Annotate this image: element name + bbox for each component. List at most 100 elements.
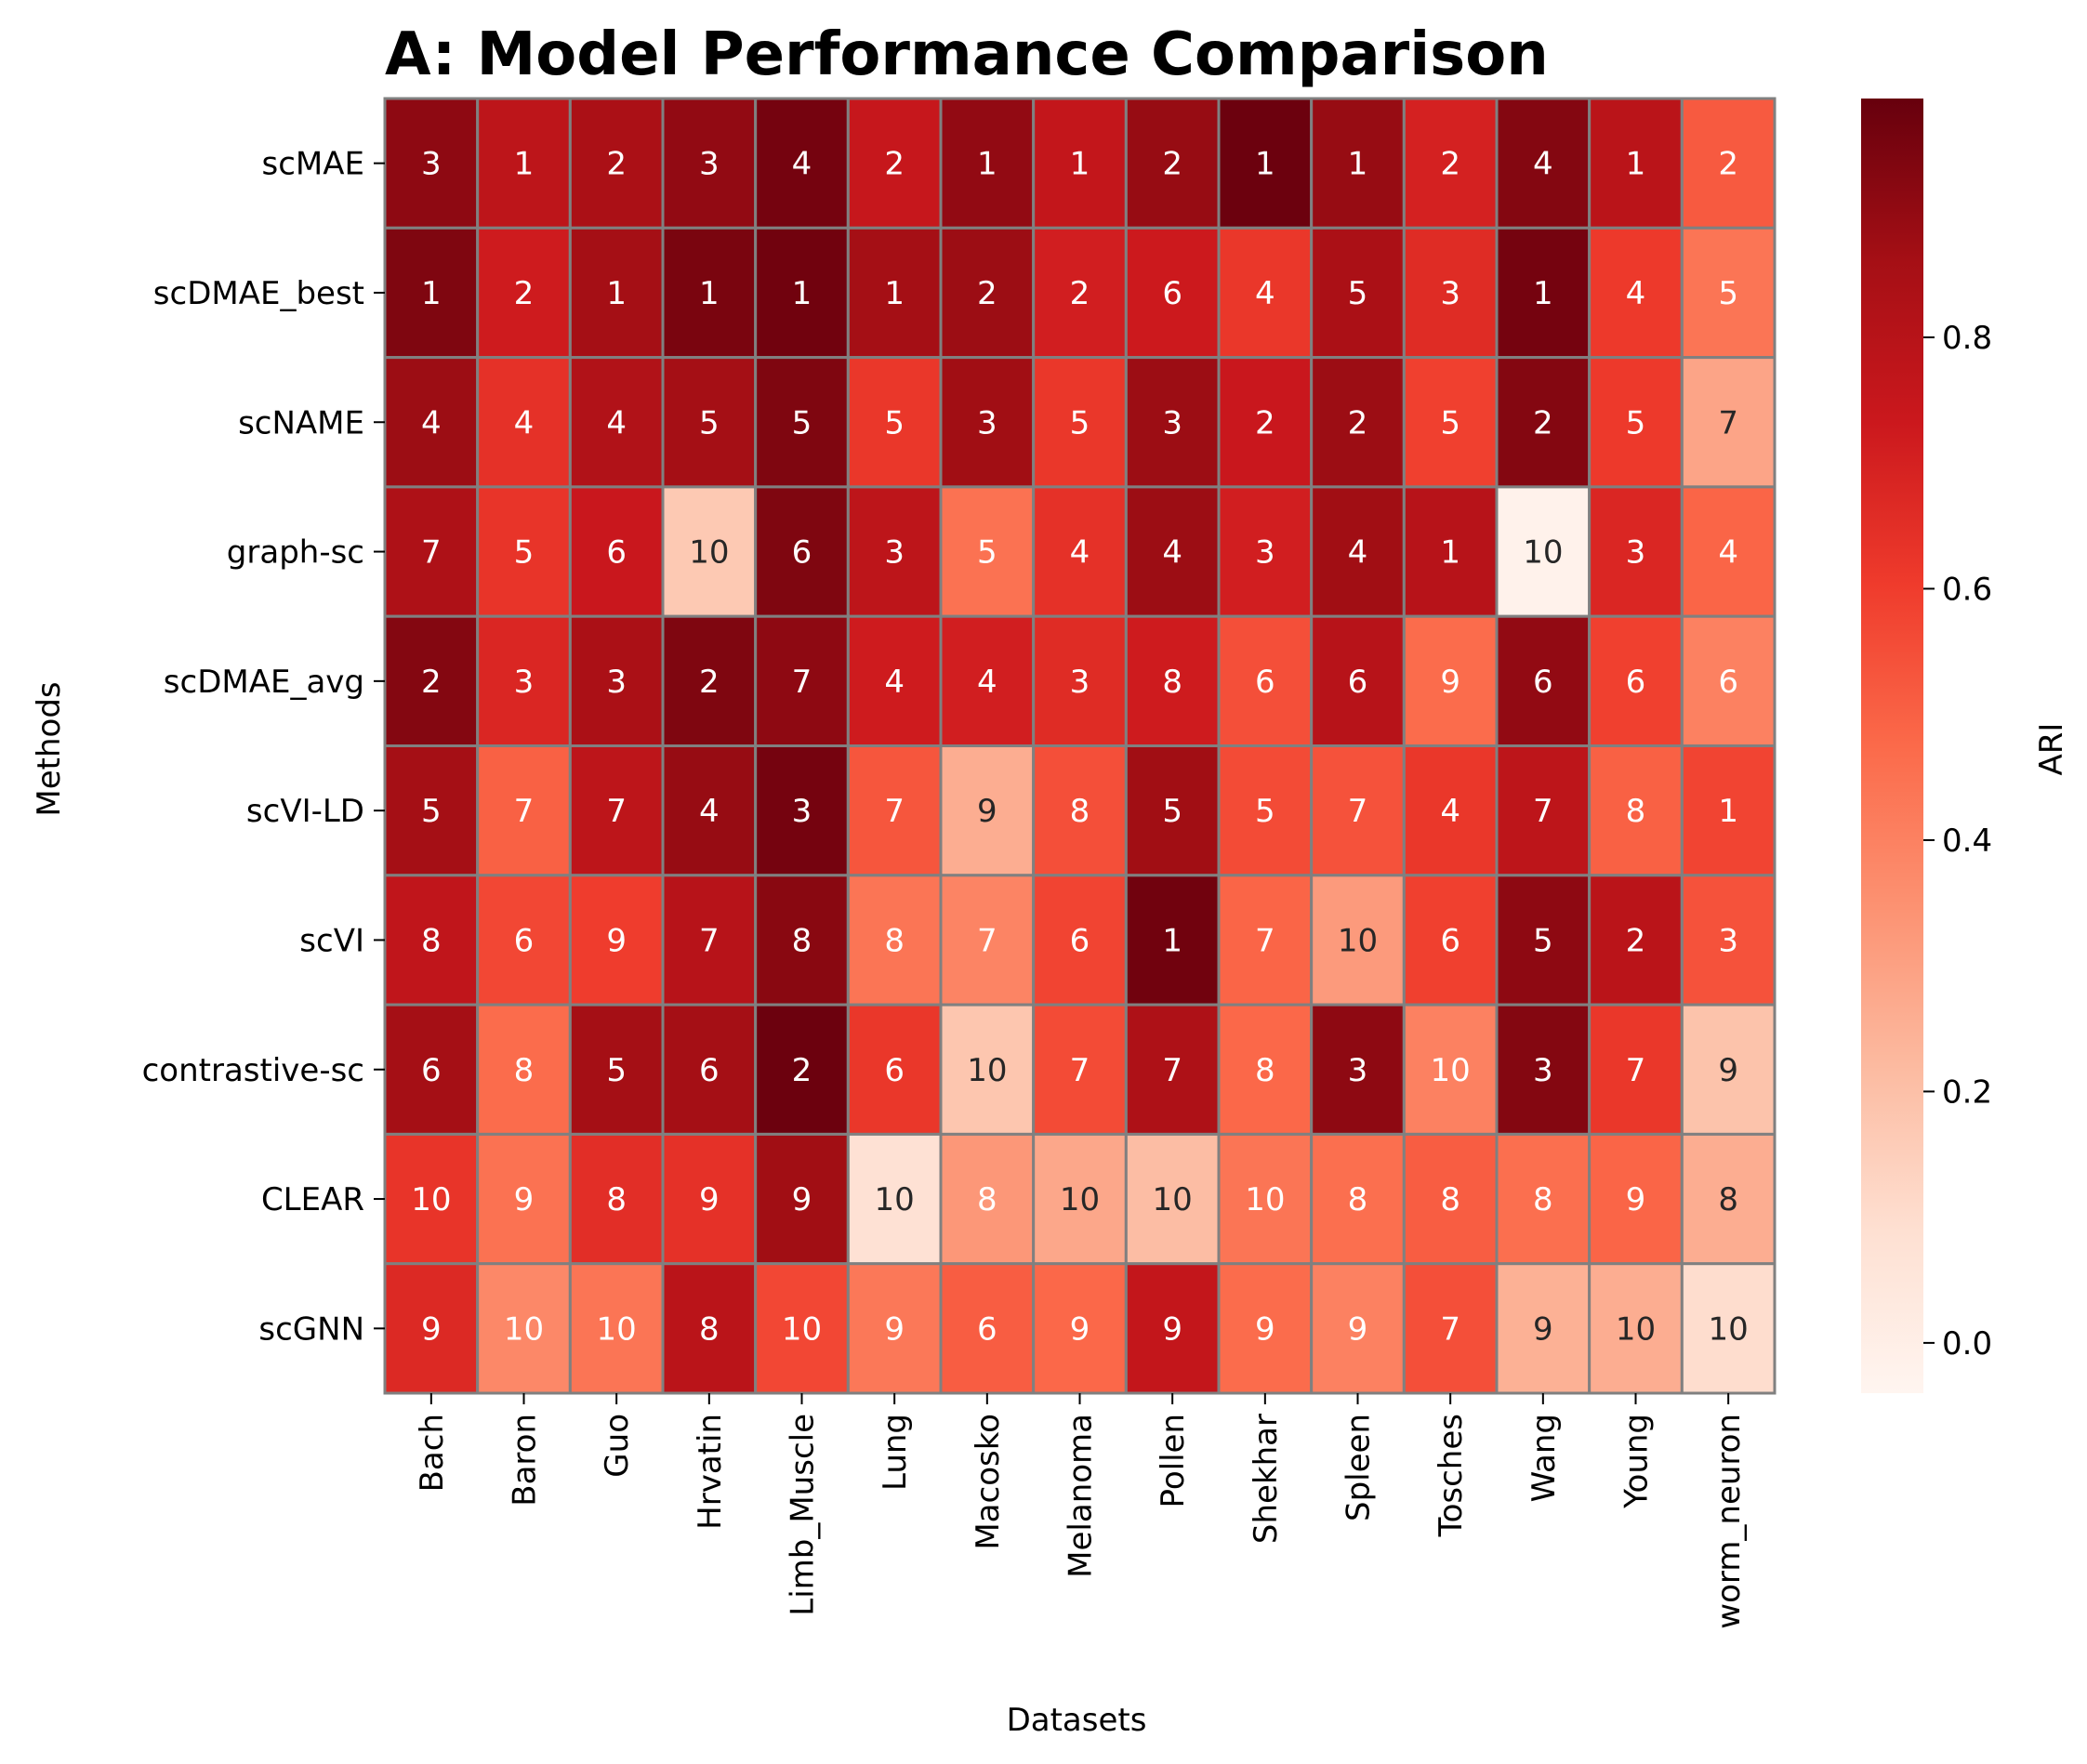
heatmap-cells: [383, 97, 1777, 1395]
cell-rank-label: 3: [1718, 922, 1738, 959]
y-axis-label: Methods: [31, 681, 68, 816]
y-tick-label: CLEAR: [261, 1181, 364, 1218]
x-tick-label: Baron: [507, 1414, 544, 1507]
cell-rank-label: 2: [1348, 404, 1368, 441]
cell-rank-label: 2: [1533, 404, 1553, 441]
cell-rank-label: 9: [1533, 1310, 1553, 1348]
heatmap-cell: [1032, 614, 1128, 748]
cell-rank-label: 3: [1070, 664, 1090, 701]
cell-rank-label: 1: [421, 275, 442, 312]
cell-rank-label: 3: [1626, 534, 1646, 572]
heatmap-cell: [661, 614, 758, 748]
heatmap-cell: [1217, 614, 1314, 748]
cell-rank-label: 9: [1626, 1181, 1646, 1218]
heatmap-cell: [1588, 485, 1684, 618]
y-tick-label: scDMAE_best: [153, 275, 364, 312]
cell-rank-label: 4: [1440, 793, 1460, 830]
heatmap-cell: [754, 1003, 850, 1136]
cell-rank-label: 1: [514, 146, 535, 183]
heatmap-cell: [1495, 1262, 1592, 1395]
cell-rank-label: 6: [606, 534, 627, 572]
cell-rank-label: 1: [1440, 534, 1460, 572]
heatmap-cell: [1495, 226, 1592, 360]
heatmap-cell: [1032, 97, 1128, 230]
heatmap-cell: [1217, 97, 1314, 230]
cell-rank-label: 7: [1533, 793, 1553, 830]
heatmap-cell: [754, 874, 850, 1007]
heatmap-cell: [1124, 1132, 1221, 1266]
cell-rank-label: 10: [1616, 1310, 1656, 1348]
heatmap-cell: [939, 1132, 1036, 1266]
cell-rank-label: 8: [606, 1181, 627, 1218]
cell-rank-label: 8: [1070, 793, 1090, 830]
heatmap-cell: [846, 874, 943, 1007]
cell-rank-label: 4: [884, 664, 905, 701]
cell-rank-label: 8: [1626, 793, 1646, 830]
cell-rank-label: 5: [1440, 404, 1460, 441]
heatmap-cell: [1310, 1132, 1406, 1266]
cell-rank-label: 10: [1153, 1181, 1193, 1218]
cell-rank-label: 2: [1718, 146, 1738, 183]
cell-rank-label: 4: [977, 664, 997, 701]
cell-rank-label: 2: [1255, 404, 1275, 441]
heatmap-cell: [1124, 874, 1221, 1007]
cell-rank-label: 1: [1626, 146, 1646, 183]
cell-rank-label: 1: [606, 275, 627, 312]
cell-rank-label: 5: [1626, 404, 1646, 441]
heatmap-cell: [661, 485, 758, 618]
cell-rank-label: 9: [1070, 1310, 1090, 1348]
heatmap-cell: [1402, 356, 1499, 489]
heatmap-cell: [1217, 1003, 1314, 1136]
heatmap-cell: [383, 744, 480, 877]
cell-rank-label: 3: [1348, 1052, 1368, 1089]
cell-rank-label: 4: [1718, 534, 1738, 572]
cell-rank-label: 6: [1718, 664, 1738, 701]
cell-rank-label: 10: [967, 1052, 1007, 1089]
cell-rank-label: 5: [1255, 793, 1275, 830]
cell-rank-label: 6: [1070, 922, 1090, 959]
cell-rank-label: 4: [1255, 275, 1275, 312]
heatmap-cell: [661, 744, 758, 877]
heatmap-cell: [476, 1003, 572, 1136]
heatmap-cell: [939, 1262, 1036, 1395]
cell-rank-label: 3: [699, 146, 720, 183]
cell-rank-label: 4: [421, 404, 442, 441]
heatmap-cell: [1680, 1262, 1777, 1395]
heatmap-cell: [1588, 1132, 1684, 1266]
cell-rank-label: 7: [699, 922, 720, 959]
heatmap-cell: [846, 614, 943, 748]
cell-rank-label: 7: [1440, 1310, 1460, 1348]
heatmap-cell: [1402, 1132, 1499, 1266]
y-tick-label: scNAME: [238, 404, 364, 441]
heatmap-cell: [1588, 744, 1684, 877]
cell-rank-label: 6: [1348, 664, 1368, 701]
cell-rank-label: 3: [606, 664, 627, 701]
cell-rank-label: 2: [421, 664, 442, 701]
cell-rank-label: 4: [1626, 275, 1646, 312]
colorbar: 0.0 0.2 0.4 0.6 0.8: [1861, 99, 1992, 1393]
cell-rank-label: 4: [792, 146, 812, 183]
cell-rank-label: 9: [1255, 1310, 1275, 1348]
cell-rank-label: 8: [1255, 1052, 1275, 1089]
cell-rank-label: 3: [792, 793, 812, 830]
cell-rank-label: 10: [689, 534, 729, 572]
heatmap-cell: [1680, 744, 1777, 877]
heatmap-cell: [1402, 97, 1499, 230]
colorbar-label: ARI: [2033, 723, 2070, 776]
cell-rank-label: 5: [514, 534, 535, 572]
cell-rank-label: 6: [884, 1052, 905, 1089]
heatmap-cell: [1588, 1262, 1684, 1395]
cell-rank-label: 2: [792, 1052, 812, 1089]
cell-rank-label: 9: [1162, 1310, 1182, 1348]
heatmap-cell: [1588, 1003, 1684, 1136]
cell-rank-label: 8: [421, 922, 442, 959]
cell-rank-label: 4: [606, 404, 627, 441]
colorbar-gradient: [1861, 99, 1923, 1393]
y-tick-label: contrastive-sc: [142, 1052, 364, 1089]
heatmap-cell: [476, 97, 572, 230]
heatmap-cell: [568, 1262, 665, 1395]
heatmap-cell: [1680, 614, 1777, 748]
heatmap-cell: [476, 485, 572, 618]
cell-rank-label: 1: [1718, 793, 1738, 830]
cell-rank-label: 4: [1162, 534, 1182, 572]
